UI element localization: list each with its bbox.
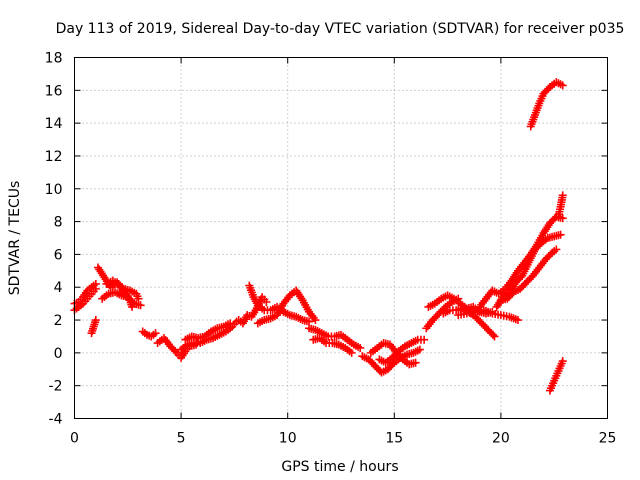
x-tick-labels: 0 5 10 15 20 25 <box>70 431 616 447</box>
series-arc-18 <box>375 335 429 367</box>
dense-marker <box>488 330 497 339</box>
data-point <box>411 358 420 367</box>
data-point <box>262 297 271 306</box>
series-arc-15 <box>309 334 356 357</box>
data-point <box>558 81 567 90</box>
y-tick-labels: -4 -2 0 2 4 6 8 10 12 14 16 18 <box>45 51 63 428</box>
data-markers <box>70 78 567 395</box>
series-arc-7 <box>138 327 160 341</box>
data-point <box>558 357 567 366</box>
dense-marker <box>171 347 180 356</box>
data-point <box>558 214 567 223</box>
y-axis-label: SDTVAR / TECUs <box>7 181 23 296</box>
x-axis-label: GPS time / hours <box>281 459 398 475</box>
data-point <box>558 191 567 200</box>
x-tick-label: 15 <box>385 431 403 447</box>
series-arc-28 <box>545 357 567 395</box>
series-arc-6 <box>102 276 137 311</box>
series-arc-26 <box>554 191 567 221</box>
data-point <box>556 230 565 239</box>
data-point <box>420 335 429 344</box>
series-arc-3 <box>87 316 100 338</box>
series-arc-21 <box>439 304 499 341</box>
data-point <box>136 301 145 310</box>
plot-frame <box>74 57 608 419</box>
series-arc-10 <box>181 319 235 344</box>
data-point <box>552 245 561 254</box>
y-tick-label: -4 <box>49 412 63 428</box>
y-tick-label: 8 <box>54 215 63 231</box>
x-tick-label: 10 <box>279 431 297 447</box>
axis-ticks <box>74 57 608 419</box>
series-arc-14 <box>305 324 365 352</box>
chart-title: Day 113 of 2019, Sidereal Day-to-day VTE… <box>56 21 625 37</box>
y-tick-label: 2 <box>54 313 63 329</box>
y-tick-label: 18 <box>45 51 63 67</box>
x-tick-label: 5 <box>177 431 186 447</box>
data-point <box>311 316 320 325</box>
y-tick-label: 12 <box>45 149 63 165</box>
x-tick-label: 20 <box>492 431 510 447</box>
y-tick-label: 0 <box>54 346 63 362</box>
data-point <box>356 343 365 352</box>
y-tick-label: 14 <box>45 116 63 132</box>
data-point <box>151 329 160 338</box>
data-point <box>513 316 522 325</box>
series-arc-13 <box>253 286 320 328</box>
y-tick-label: 10 <box>45 182 63 198</box>
data-point <box>415 345 424 354</box>
y-tick-label: 16 <box>45 83 63 99</box>
data-point <box>226 319 235 328</box>
y-tick-label: 4 <box>54 280 63 296</box>
series-arc-2 <box>70 284 100 315</box>
x-tick-label: 25 <box>599 431 617 447</box>
data-point <box>490 332 499 341</box>
series-arc-11 <box>234 293 271 328</box>
series-arc-23 <box>475 212 567 311</box>
series-arc-25 <box>496 245 561 305</box>
data-point <box>91 284 100 293</box>
y-tick-label: 6 <box>54 247 63 263</box>
x-tick-label: 0 <box>70 431 79 447</box>
series-arc-22 <box>454 306 522 325</box>
grid-lines <box>74 57 608 419</box>
series-arc-27 <box>526 78 567 131</box>
data-point <box>128 302 137 311</box>
data-point <box>347 348 356 357</box>
data-point <box>91 316 100 325</box>
y-tick-label: -2 <box>49 379 63 395</box>
